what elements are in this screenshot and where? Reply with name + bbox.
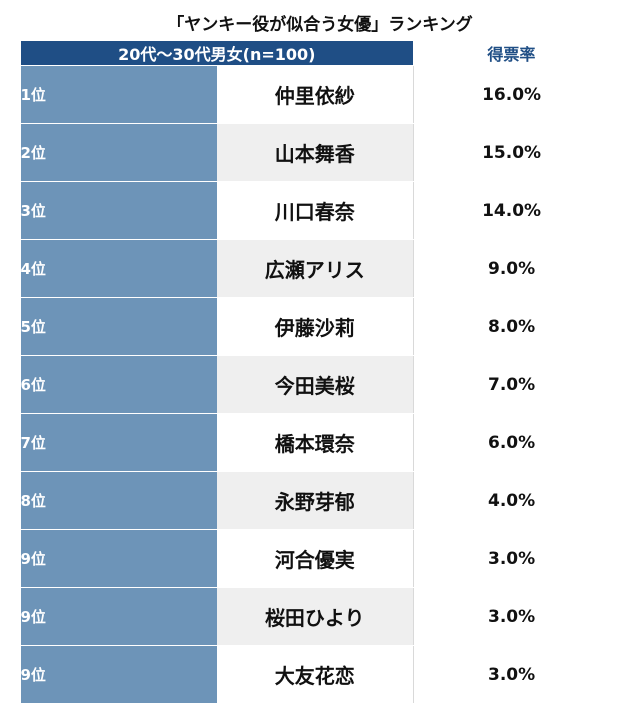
table-row: 2位 山本舞香 15.0% <box>20 123 610 182</box>
rate-cell: 3.0% <box>412 645 610 704</box>
table-row: 5位 伊藤沙莉 8.0% <box>20 297 610 356</box>
table-row: 8位 永野芽郁 4.0% <box>20 471 610 530</box>
group-header: 20代〜30代男女(n=100) <box>20 40 414 66</box>
rank-cell: 2位 <box>20 123 217 182</box>
table-body: 1位 仲里依紗 16.0% 2位 山本舞香 15.0% 3位 川口春奈 14.0% 4位 広瀬アリス… <box>20 65 610 704</box>
rate-cell: 3.0% <box>412 529 610 588</box>
rank-cell: 5位 <box>20 297 217 356</box>
chart-title: 「ヤンキー役が似合う女優」ランキング <box>167 15 473 35</box>
rate-cell: 14.0% <box>412 181 610 240</box>
rank-cell: 4位 <box>20 239 217 298</box>
rate-cell: 8.0% <box>412 297 610 356</box>
name-cell: 伊藤沙莉 <box>216 297 414 356</box>
name-cell: 大友花恋 <box>216 645 414 704</box>
name-cell: 今田美桜 <box>216 355 414 414</box>
table-row: 6位 今田美桜 7.0% <box>20 355 610 414</box>
rate-cell: 7.0% <box>412 355 610 414</box>
rate-cell: 16.0% <box>412 65 610 124</box>
rank-cell: 9位 <box>20 529 217 588</box>
rate-cell: 3.0% <box>412 587 610 646</box>
name-cell: 山本舞香 <box>216 123 414 182</box>
name-cell: 永野芽郁 <box>216 471 414 530</box>
name-cell: 橋本環奈 <box>216 413 414 472</box>
table-row: 4位 広瀬アリス 9.0% <box>20 239 610 298</box>
rank-cell: 9位 <box>20 645 217 704</box>
table-header-row: 20代〜30代男女(n=100) 得票率 <box>20 40 611 66</box>
rank-cell: 8位 <box>20 471 217 530</box>
rate-header: 得票率 <box>412 40 611 66</box>
rank-cell: 6位 <box>20 355 217 414</box>
table-row: 9位 桜田ひより 3.0% <box>20 587 610 646</box>
table-row: 9位 河合優実 3.0% <box>20 529 610 588</box>
name-cell: 仲里依紗 <box>216 65 414 124</box>
table-row: 3位 川口春奈 14.0% <box>20 181 610 240</box>
rate-cell: 4.0% <box>412 471 610 530</box>
name-cell: 川口春奈 <box>216 181 414 240</box>
ranking-table: 20代〜30代男女(n=100) 得票率 1位 仲里依紗 16.0% 2位 山本舞香 15… <box>20 40 611 704</box>
rate-cell: 9.0% <box>412 239 610 298</box>
rank-cell: 9位 <box>20 587 217 646</box>
name-cell: 河合優実 <box>216 529 414 588</box>
rate-cell: 6.0% <box>412 413 610 472</box>
name-cell: 広瀬アリス <box>216 239 414 298</box>
table-row: 9位 大友花恋 3.0% <box>20 645 610 704</box>
name-cell: 桜田ひより <box>216 587 414 646</box>
rank-cell: 3位 <box>20 181 217 240</box>
table-row: 1位 仲里依紗 16.0% <box>20 65 610 124</box>
table-row: 7位 橋本環奈 6.0% <box>20 413 610 472</box>
rank-cell: 1位 <box>20 65 217 124</box>
rate-cell: 15.0% <box>412 123 610 182</box>
rank-cell: 7位 <box>20 413 217 472</box>
